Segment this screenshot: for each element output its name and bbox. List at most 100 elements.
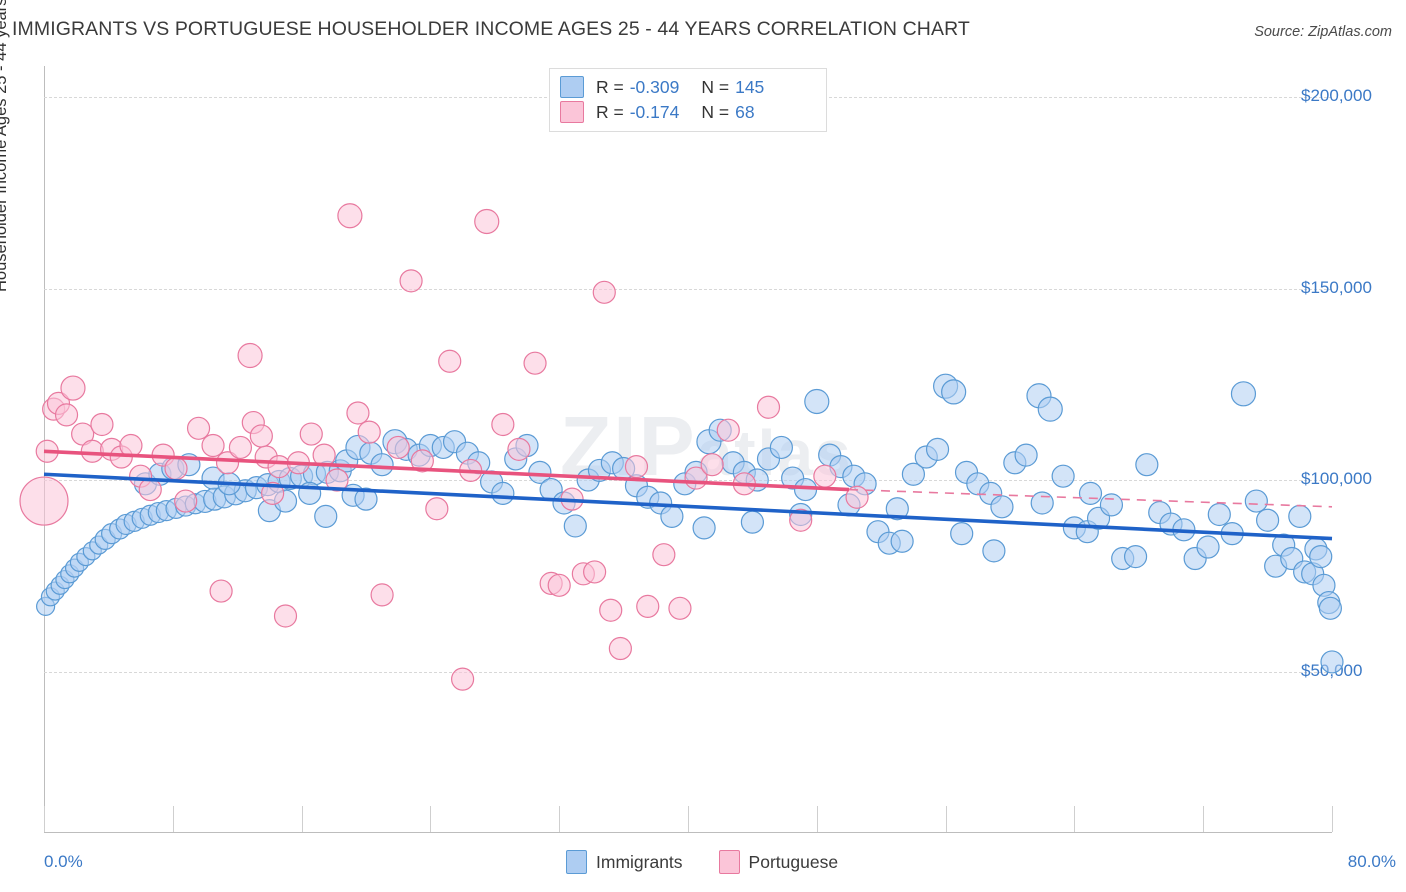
data-point-portuguese[interactable] xyxy=(845,485,869,509)
data-point-portuguese[interactable] xyxy=(624,454,649,479)
data-point-immigrants[interactable] xyxy=(370,453,394,477)
page-title: IMMIGRANTS VS PORTUGUESE HOUSEHOLDER INC… xyxy=(12,18,970,40)
data-point-portuguese[interactable] xyxy=(716,418,740,442)
data-point-immigrants[interactable] xyxy=(890,529,914,553)
legend-swatch-immigrants xyxy=(560,76,584,98)
data-point-immigrants[interactable] xyxy=(769,435,793,460)
data-point-immigrants[interactable] xyxy=(1309,544,1333,569)
data-point-portuguese[interactable] xyxy=(60,375,86,401)
data-point-immigrants[interactable] xyxy=(1135,453,1159,477)
source-attribution: Source: ZipAtlas.com xyxy=(1254,24,1392,40)
data-point-portuguese[interactable] xyxy=(186,416,211,440)
data-point-immigrants[interactable] xyxy=(941,379,967,405)
data-point-immigrants[interactable] xyxy=(491,481,515,506)
data-point-immigrants[interactable] xyxy=(925,437,950,461)
data-point-immigrants[interactable] xyxy=(901,462,926,486)
data-point-portuguese[interactable] xyxy=(608,636,632,661)
data-point-portuguese[interactable] xyxy=(592,280,616,304)
data-point-portuguese[interactable] xyxy=(299,422,323,446)
data-point-portuguese[interactable] xyxy=(789,508,813,532)
data-point-portuguese[interactable] xyxy=(90,412,114,437)
data-point-portuguese[interactable] xyxy=(267,454,291,479)
data-point-immigrants[interactable] xyxy=(354,487,378,511)
data-point-portuguese[interactable] xyxy=(228,435,253,460)
r-label-portuguese: R = xyxy=(596,101,624,122)
data-point-portuguese[interactable] xyxy=(215,451,240,475)
data-point-immigrants[interactable] xyxy=(950,522,974,546)
n-value-portuguese: 68 xyxy=(735,101,755,122)
data-point-immigrants[interactable] xyxy=(982,539,1006,563)
data-point-immigrants[interactable] xyxy=(1037,396,1063,422)
data-point-immigrants[interactable] xyxy=(1230,381,1257,407)
data-point-immigrants[interactable] xyxy=(990,495,1014,519)
data-point-portuguese[interactable] xyxy=(325,468,349,492)
data-point-immigrants[interactable] xyxy=(1255,508,1280,532)
data-point-portuguese[interactable] xyxy=(636,594,660,618)
data-point-portuguese[interactable] xyxy=(174,489,198,513)
data-point-portuguese[interactable] xyxy=(668,596,692,620)
data-point-immigrants[interactable] xyxy=(1207,502,1231,527)
data-point-portuguese[interactable] xyxy=(201,433,225,458)
data-point-portuguese[interactable] xyxy=(652,543,676,567)
data-point-immigrants[interactable] xyxy=(1288,504,1312,528)
data-point-immigrants[interactable] xyxy=(804,388,830,415)
data-point-immigrants[interactable] xyxy=(314,504,338,528)
gridline xyxy=(44,671,1332,673)
data-point-portuguese[interactable] xyxy=(337,203,363,229)
data-point-portuguese[interactable] xyxy=(54,403,79,427)
data-point-portuguese[interactable] xyxy=(507,437,531,461)
data-point-immigrants[interactable] xyxy=(885,497,909,521)
data-point-portuguese[interactable] xyxy=(19,476,69,526)
data-point-portuguese[interactable] xyxy=(273,604,298,628)
x-axis-tick xyxy=(1074,806,1076,832)
data-point-portuguese[interactable] xyxy=(261,481,285,506)
data-point-portuguese[interactable] xyxy=(599,598,623,622)
data-point-portuguese[interactable] xyxy=(386,435,410,460)
data-point-immigrants[interactable] xyxy=(1320,650,1344,674)
data-point-portuguese[interactable] xyxy=(399,269,423,293)
legend-item-immigrants[interactable]: Immigrants xyxy=(566,850,683,874)
legend-color-immigrants-icon xyxy=(566,850,587,874)
data-point-portuguese[interactable] xyxy=(813,464,837,488)
data-point-immigrants[interactable] xyxy=(692,516,716,540)
data-point-portuguese[interactable] xyxy=(209,579,233,603)
data-point-portuguese[interactable] xyxy=(80,439,104,463)
data-point-immigrants[interactable] xyxy=(563,514,587,538)
data-point-portuguese[interactable] xyxy=(491,412,515,437)
data-point-immigrants[interactable] xyxy=(1123,544,1148,569)
data-point-portuguese[interactable] xyxy=(547,573,571,597)
data-point-portuguese[interactable] xyxy=(357,420,381,444)
data-point-immigrants[interactable] xyxy=(1244,489,1268,513)
data-point-portuguese[interactable] xyxy=(756,395,781,419)
data-point-portuguese[interactable] xyxy=(346,401,370,425)
legend-item-portuguese[interactable]: Portuguese xyxy=(718,850,838,874)
data-point-portuguese[interactable] xyxy=(700,453,724,477)
data-point-portuguese[interactable] xyxy=(583,560,607,584)
data-point-portuguese[interactable] xyxy=(410,449,434,473)
data-point-immigrants[interactable] xyxy=(1318,596,1342,620)
data-point-immigrants[interactable] xyxy=(1014,443,1038,467)
data-point-immigrants[interactable] xyxy=(1051,464,1075,488)
data-point-portuguese[interactable] xyxy=(370,583,394,607)
data-point-immigrants[interactable] xyxy=(660,504,684,528)
data-point-immigrants[interactable] xyxy=(528,460,552,484)
r-value-immigrants: -0.309 xyxy=(629,76,680,97)
data-point-portuguese[interactable] xyxy=(438,349,462,373)
y-axis-tick-label: $100,000 xyxy=(1301,469,1372,488)
trendline-portuguese-extension xyxy=(848,488,1333,508)
data-point-immigrants[interactable] xyxy=(1030,491,1054,515)
data-point-portuguese[interactable] xyxy=(425,497,449,521)
data-point-portuguese[interactable] xyxy=(164,456,188,481)
data-point-portuguese[interactable] xyxy=(523,351,547,375)
data-point-portuguese[interactable] xyxy=(237,342,263,369)
data-point-immigrants[interactable] xyxy=(1099,493,1124,517)
data-point-portuguese[interactable] xyxy=(119,433,143,458)
data-point-immigrants[interactable] xyxy=(1196,535,1220,559)
data-point-portuguese[interactable] xyxy=(451,667,475,691)
data-point-portuguese[interactable] xyxy=(474,208,500,235)
data-point-portuguese[interactable] xyxy=(249,424,273,448)
data-point-portuguese[interactable] xyxy=(138,477,162,502)
data-point-immigrants[interactable] xyxy=(740,510,765,534)
data-point-immigrants[interactable] xyxy=(1078,481,1103,506)
trendline-portuguese xyxy=(43,449,850,492)
